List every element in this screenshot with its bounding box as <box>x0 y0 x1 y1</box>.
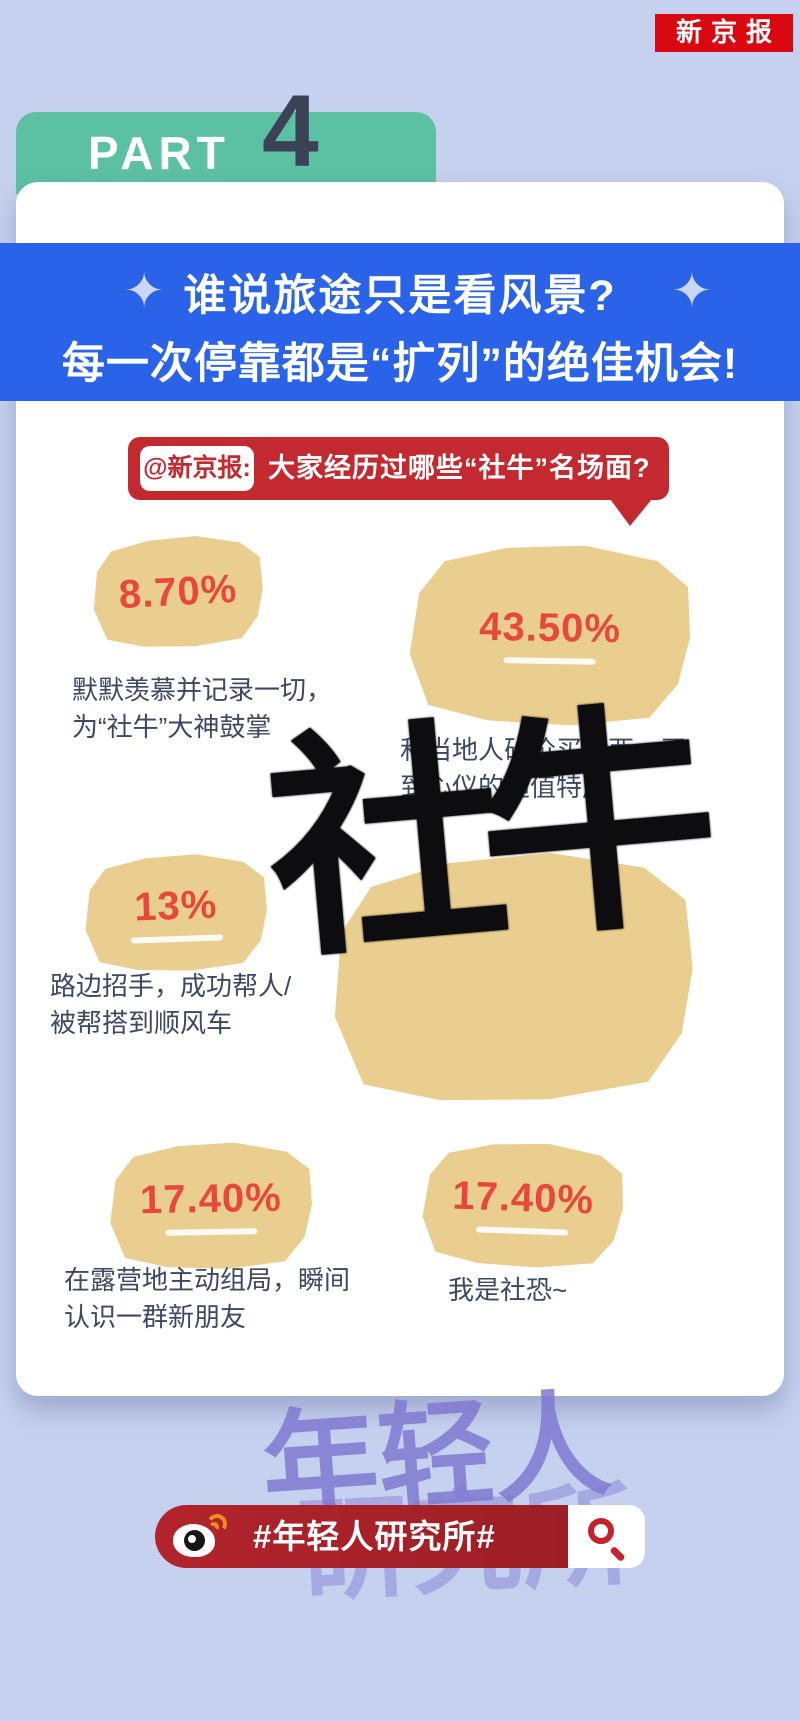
calligraphy-art: 社牛 <box>257 686 703 987</box>
question-bubble: @新京报: 大家经历过哪些“社牛”名场面? <box>128 437 669 500</box>
question-handle: @新京报: <box>140 446 254 491</box>
bubble-tail <box>610 499 652 526</box>
part-header: PART <box>16 112 436 194</box>
stat-caption: 路边招手，成功帮人/ 被帮搭到顺风车 <box>50 971 292 1038</box>
stat-value: 13% <box>133 882 219 930</box>
part-label: PART <box>88 127 230 179</box>
headline-line2: 每一次停靠都是“扩列”的绝佳机会! <box>61 340 739 388</box>
part-number: 4 <box>262 74 319 188</box>
brush-highlight <box>504 657 596 665</box>
stat-blob-5: 17.40% <box>421 1140 625 1271</box>
stat-caption: 我是社恐~ <box>448 1275 568 1305</box>
stat-value: 43.50% <box>478 604 622 652</box>
stat-blob-3: 13% <box>83 852 269 974</box>
brand-badge: 新京报 <box>655 14 793 52</box>
brush-highlight <box>165 1228 257 1236</box>
sparkle-icon: ✦ <box>124 265 165 318</box>
stat-blob-4: 17.40% <box>109 1141 313 1271</box>
headline-banner: ✦ ✦ 谁说旅途只是看风景? 每一次停靠都是“扩列”的绝佳机会! <box>0 243 800 401</box>
search-icon <box>588 1518 614 1544</box>
brush-highlight <box>476 1226 568 1235</box>
question-text: 大家经历过哪些“社牛”名场面? <box>268 453 651 483</box>
stat-value: 17.40% <box>451 1173 595 1223</box>
stat-caption: 默默羡慕并记录一切， 为“社牛”大神鼓掌 <box>72 675 333 742</box>
brush-highlight <box>131 934 223 943</box>
stat-caption: 在露营地主动组局，瞬间 认识一群新朋友 <box>64 1265 351 1332</box>
search-button[interactable] <box>568 1505 645 1568</box>
weibo-icon <box>173 1512 233 1560</box>
hashtag-search-banner[interactable]: #年轻人研究所# <box>155 1505 568 1568</box>
stat-blob-1: 8.70% <box>90 533 266 652</box>
stat-caption: 和当地人砍价买东西，买 到心仪的超值特产 <box>400 735 687 802</box>
stat-value: 17.40% <box>139 1175 283 1223</box>
hashtag-label: #年轻人研究所# <box>253 1518 496 1555</box>
stat-value: 8.70% <box>117 566 239 617</box>
headline-line1: 谁说旅途只是看风景? <box>183 272 617 320</box>
sparkle-icon: ✦ <box>671 265 712 318</box>
